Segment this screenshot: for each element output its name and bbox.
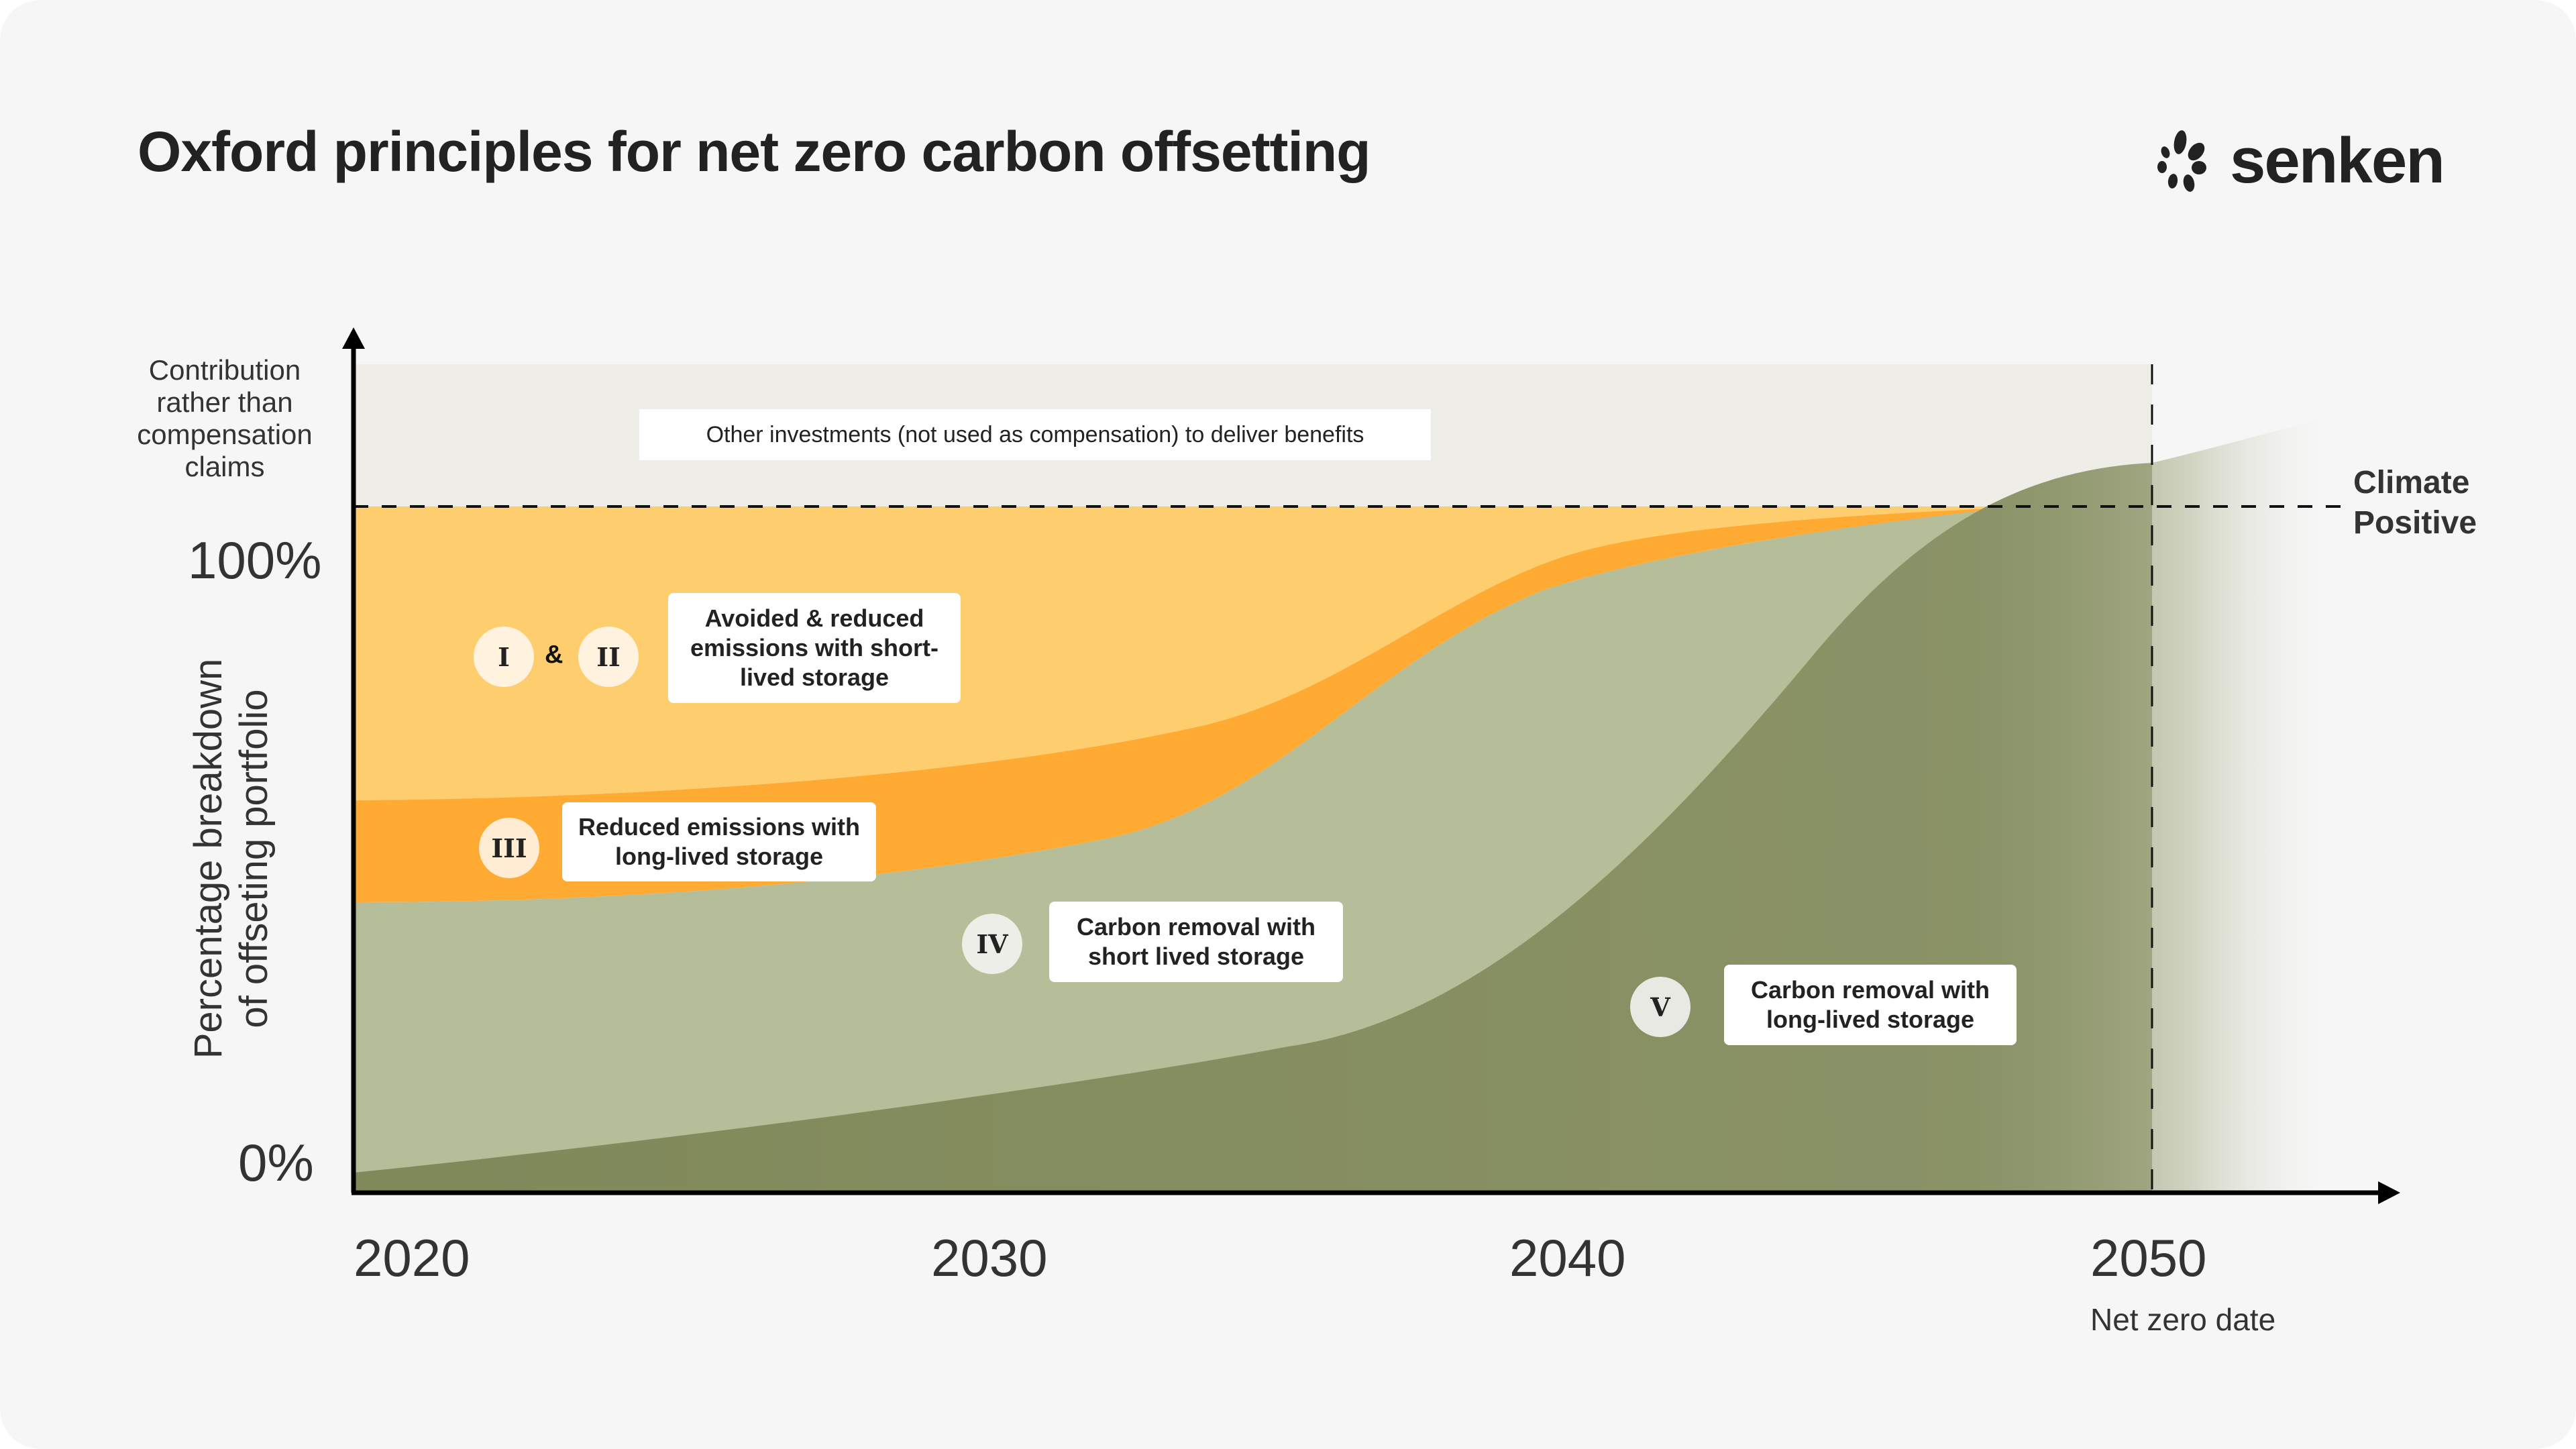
contribution-note: Contribution rather than compensation cl… — [137, 354, 313, 482]
badge-II: II — [578, 627, 639, 687]
y-axis-arrow-icon — [342, 327, 365, 349]
seed-cluster-icon — [2157, 130, 2206, 192]
climate-positive-label: Climate Positive — [2353, 463, 2477, 543]
badge-IV: IV — [962, 914, 1022, 974]
y-axis-title-line-1: Percentage breakdown — [186, 658, 230, 1059]
layer-I-II-label: Avoided & reduced emissions with short-l… — [668, 593, 961, 703]
x-tick-2020: 2020 — [354, 1228, 470, 1287]
badge-I: I — [474, 627, 534, 687]
layer-III-label: Reduced emissions with long-lived storag… — [562, 802, 876, 881]
layer-IV-label: Carbon removal with short lived storage — [1049, 902, 1343, 982]
x-axis-arrow-icon — [2378, 1181, 2400, 1204]
layer-I-II-area — [354, 506, 2006, 800]
ampersand: & — [545, 641, 564, 669]
y-tick-0: 0% — [238, 1133, 314, 1192]
climate-positive-line-1: Climate — [2353, 465, 2470, 500]
net-zero-date-label: Net zero date — [2090, 1302, 2276, 1337]
x-tick-2030: 2030 — [931, 1228, 1048, 1287]
brand-name: senken — [2230, 125, 2445, 197]
badge-III: III — [479, 818, 539, 878]
x-tick-2050: 2050 — [2090, 1228, 2207, 1287]
layer-V-label: Carbon removal with long-lived storage — [1724, 965, 2017, 1045]
climate-positive-line-2: Positive — [2353, 505, 2477, 541]
y-tick-100: 100% — [188, 531, 322, 590]
layer-V-solid — [354, 463, 2152, 1193]
layer-IV-area — [354, 504, 2066, 1173]
y-axis-title-line-2: of offseting portfolio — [232, 689, 276, 1028]
y-axis-title: Percentage breakdown of offseting portfo… — [186, 659, 277, 1059]
brand-logo: senken — [2153, 121, 2445, 201]
other-investments-label: Other investments (not used as compensat… — [639, 409, 1431, 460]
x-tick-2040: 2040 — [1509, 1228, 1626, 1287]
page-title: Oxford principles for net zero carbon of… — [138, 120, 1371, 183]
badge-V: V — [1630, 977, 1690, 1037]
